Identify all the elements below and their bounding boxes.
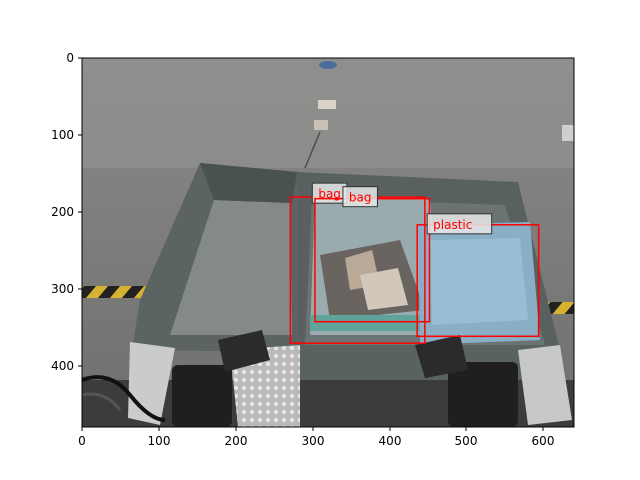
x-tick-label: 400	[379, 434, 402, 448]
camera-image	[82, 58, 574, 427]
x-tick-label: 300	[302, 434, 325, 448]
detection-label: bag	[318, 187, 341, 201]
y-tick-label: 300	[51, 282, 74, 296]
x-tick-label: 200	[225, 434, 248, 448]
detection-label: plastic	[433, 218, 472, 232]
y-tick-label: 400	[51, 359, 74, 373]
y-tick-label: 100	[51, 128, 74, 142]
y-tick-label: 200	[51, 205, 74, 219]
detection-overlays: bag bag plastic	[289, 182, 540, 344]
x-tick-label: 500	[455, 434, 478, 448]
detection-label: bag	[349, 191, 372, 205]
axes-frame	[81, 57, 575, 428]
x-axis: 0 100 200 300 400 500 600	[78, 427, 554, 448]
detection-label-background	[426, 213, 493, 235]
x-tick-label: 600	[532, 434, 555, 448]
y-axis: 0 100 200 300 400	[51, 51, 82, 373]
x-tick-label: 100	[148, 434, 171, 448]
y-tick-label: 0	[66, 51, 74, 65]
detection-label-background	[342, 186, 378, 208]
x-tick-label: 0	[78, 434, 86, 448]
